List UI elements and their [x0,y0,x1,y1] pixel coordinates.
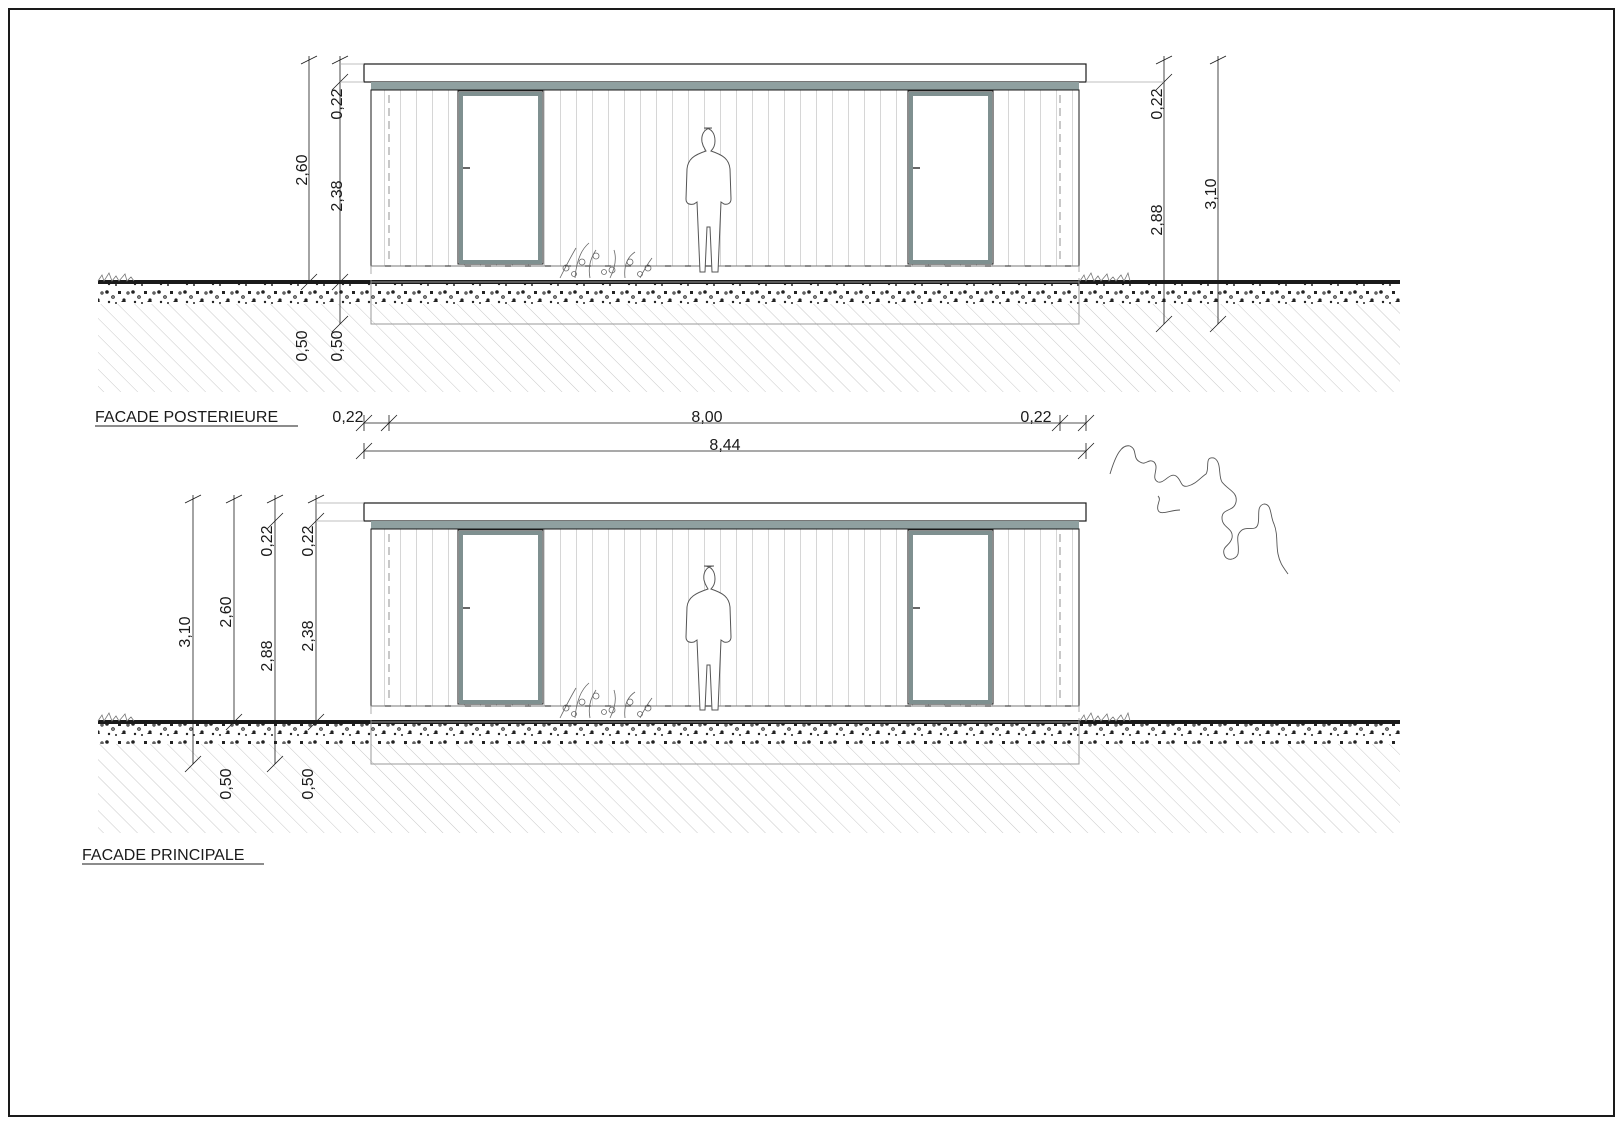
dim-wall-height: 2,88 [1149,204,1166,235]
person-silhouette-icon [685,127,732,273]
base-plinth [370,265,1080,283]
dim-roof-height: 0,22 [300,525,317,556]
dim-roof-height: 0,22 [259,525,276,556]
person-silhouette-icon [685,565,732,711]
dim-foundation-depth: 0,50 [329,330,346,361]
elevation-title: FACADE PRINCIPALE [82,847,244,864]
dim-right-overhang: 0,22 [1020,409,1051,426]
dim-left-overhang: 0,22 [332,409,363,426]
dim-wall-height: 2,38 [329,180,346,211]
door-left [457,529,544,705]
plant-flowers [562,252,652,277]
elevation-title: FACADE POSTERIEURE [95,409,278,426]
dim-lines-right [1086,55,1227,333]
dim-total-width: 8,44 [709,437,740,454]
elevation-principale: 3,10 2,60 0,22 2,88 0,22 2,38 0,50 0,50 … [82,494,1400,865]
dim-lines-left [300,55,364,333]
grass [1079,271,1131,282]
grass [1079,711,1131,722]
tree-sketch [1109,445,1289,575]
foundation [370,721,1080,765]
dim-total-height: 2,60 [218,596,235,627]
sheet-border [8,8,1615,1117]
roof-slab [363,63,1087,83]
plant-flowers [562,692,652,717]
base-plinth [370,705,1080,723]
dim-wall-height: 2,38 [300,620,317,651]
dim-foundation-depth: 0,50 [300,768,317,799]
dim-total-height: 3,10 [1203,178,1220,209]
soil-hatch [98,738,1400,833]
gravel-layer [98,722,1400,744]
foundation [370,281,1080,325]
dim-roof-height: 0,22 [1149,88,1166,119]
roof-slab [363,502,1087,522]
dim-total-height: 3,10 [177,616,194,647]
roof-band [371,82,1079,90]
dim-lines-left [184,494,364,773]
horizontal-dimensions: 0,22 8,00 0,22 8,44 [332,409,1095,460]
dim-foundation-depth: 0,50 [218,768,235,799]
door-right [907,90,994,265]
dim-foundation-depth: 0,50 [294,330,311,361]
plant-sketch [559,242,653,279]
dim-wall-height: 2,88 [259,640,276,671]
door-left [457,90,544,265]
grass [97,272,135,282]
dim-width: 8,00 [691,409,722,426]
roof-band [371,521,1079,529]
soil-hatch [98,297,1400,392]
elevation-posterieure: 2,60 0,22 2,38 0,50 0,50 0,22 2,88 3,10 … [95,55,1400,427]
plant-sketch [559,682,653,719]
dim-roof-height: 0,22 [329,88,346,119]
dim-total-height: 2,60 [294,154,311,185]
grass [97,712,135,722]
gravel-layer [98,282,1400,304]
door-right [907,529,994,705]
